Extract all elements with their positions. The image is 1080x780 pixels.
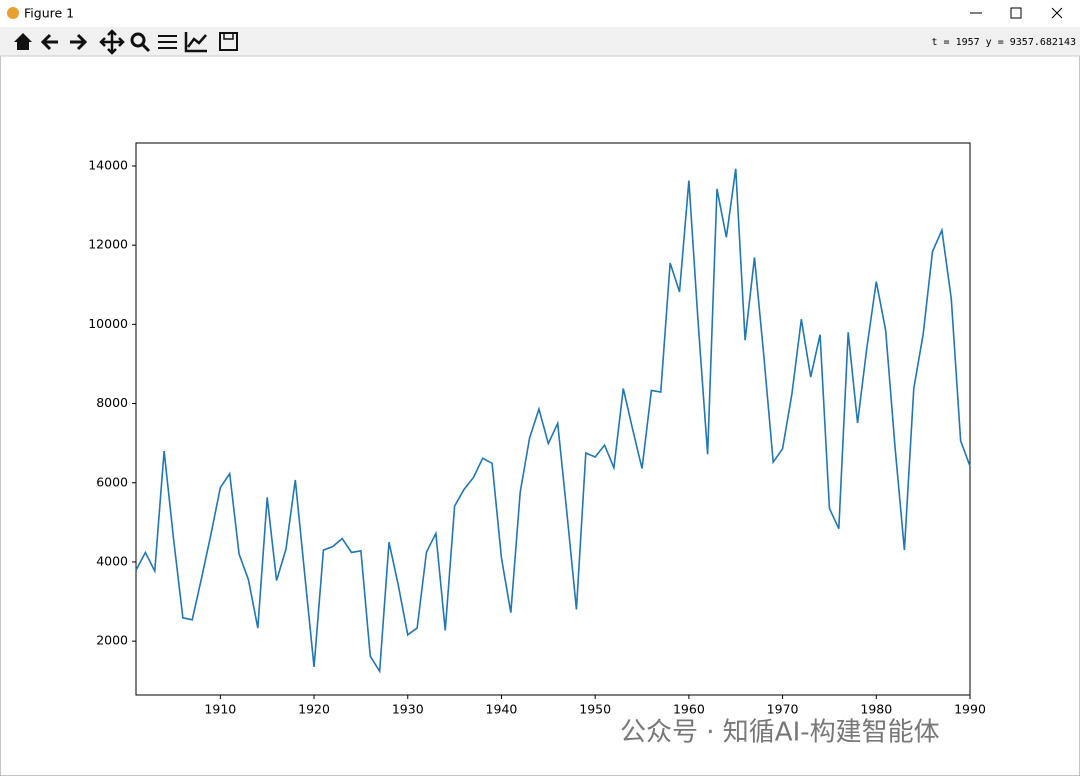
maximize-button[interactable] [1010,7,1022,19]
data-line [135,168,971,674]
y-tick-label: 2000 [96,633,128,648]
x-tick-label: 1920 [298,702,330,717]
home-button[interactable] [14,33,32,50]
toolbar [0,27,1080,56]
x-tick-label: 1940 [486,702,518,717]
close-button[interactable] [1051,7,1063,19]
pan-button[interactable] [99,29,125,55]
plot-frame [135,142,971,696]
y-tick-label: 10000 [88,316,128,331]
y-tick-label: 6000 [96,474,128,489]
x-tick-label: 1990 [954,702,986,717]
axes-button[interactable] [184,32,207,53]
x-tick-label: 1970 [767,702,799,717]
status-text: t = 1957 y = 9357.682143 [932,37,1077,48]
y-tick-label: 14000 [88,157,128,172]
app-icon [7,7,19,19]
y-tick-label: 4000 [96,553,128,568]
back-button[interactable] [40,33,58,51]
zoom-handle [140,42,151,53]
zoom-button[interactable] [130,32,146,48]
y-tick-label: 12000 [88,237,128,252]
window-title: Figure 1 [24,6,74,21]
forward-button[interactable] [70,33,88,51]
y-tick-label: 8000 [96,395,128,410]
save-icon-part [223,32,234,40]
watermark: 公众号 · 知循AI-构建智能体 [620,718,940,748]
configure-button[interactable] [158,35,177,49]
x-tick-label: 1910 [204,702,236,717]
x-tick-label: 1930 [392,702,424,717]
title-bar [0,0,1080,27]
x-tick-label: 1980 [860,702,892,717]
x-tick-label: 1960 [673,702,705,717]
x-tick-label: 1950 [579,702,611,717]
